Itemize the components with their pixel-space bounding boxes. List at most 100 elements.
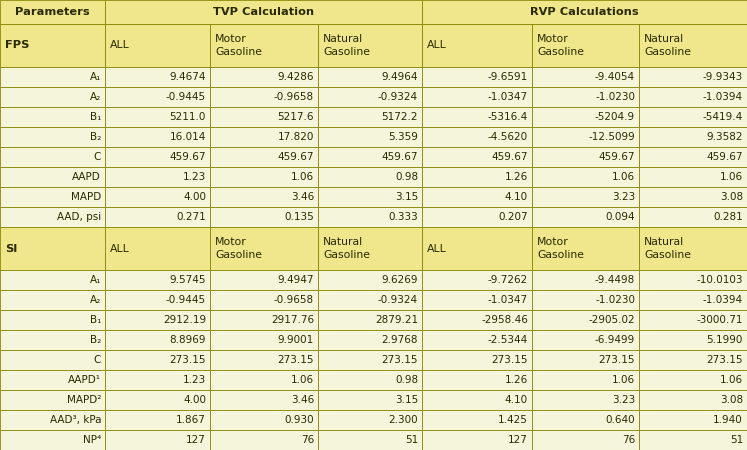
Text: FPS: FPS (5, 40, 29, 50)
Text: Natural
Gasoline: Natural Gasoline (644, 237, 691, 260)
Text: 2912.19: 2912.19 (163, 315, 206, 325)
Bar (532, 207, 639, 227)
Bar (318, 290, 422, 310)
Text: -2905.02: -2905.02 (589, 315, 635, 325)
Bar (318, 147, 422, 167)
Bar (0, 350, 105, 370)
Bar (0, 147, 105, 167)
Bar (639, 24, 747, 67)
Text: -9.4498: -9.4498 (595, 275, 635, 285)
Text: NP⁴: NP⁴ (83, 435, 101, 445)
Text: 5217.6: 5217.6 (277, 112, 314, 122)
Bar (422, 107, 532, 127)
Text: 3.46: 3.46 (291, 395, 314, 405)
Text: 3.23: 3.23 (612, 395, 635, 405)
Text: 5211.0: 5211.0 (170, 112, 206, 122)
Text: A₁: A₁ (90, 72, 101, 82)
Text: A₂: A₂ (90, 92, 101, 102)
Bar (0, 430, 105, 450)
Bar (532, 330, 639, 350)
Bar (105, 24, 210, 67)
Bar (318, 187, 422, 207)
Text: B₁: B₁ (90, 315, 101, 325)
Text: 16.014: 16.014 (170, 132, 206, 142)
Text: 0.281: 0.281 (713, 212, 743, 222)
Bar (532, 370, 639, 390)
Text: 127: 127 (508, 435, 528, 445)
Text: C: C (93, 152, 101, 162)
Text: 1.26: 1.26 (505, 172, 528, 182)
Bar (532, 87, 639, 107)
Bar (210, 187, 318, 207)
Text: 273.15: 273.15 (382, 355, 418, 365)
Bar (318, 24, 422, 67)
Bar (422, 227, 532, 270)
Text: -3000.71: -3000.71 (696, 315, 743, 325)
Text: -9.9343: -9.9343 (703, 72, 743, 82)
Bar (422, 350, 532, 370)
Bar (105, 67, 210, 87)
Bar (532, 410, 639, 430)
Bar (422, 207, 532, 227)
Bar (639, 330, 747, 350)
Bar (639, 87, 747, 107)
Bar (318, 390, 422, 410)
Bar (210, 350, 318, 370)
Text: 0.930: 0.930 (285, 415, 314, 425)
Text: -1.0394: -1.0394 (703, 295, 743, 305)
Text: -0.9324: -0.9324 (378, 92, 418, 102)
Text: 3.23: 3.23 (612, 192, 635, 202)
Bar (639, 290, 747, 310)
Bar (0, 67, 105, 87)
Bar (105, 350, 210, 370)
Bar (210, 167, 318, 187)
Text: 0.98: 0.98 (395, 172, 418, 182)
Text: -1.0347: -1.0347 (488, 92, 528, 102)
Bar (318, 67, 422, 87)
Text: 0.207: 0.207 (498, 212, 528, 222)
Bar (532, 147, 639, 167)
Bar (532, 350, 639, 370)
Text: 1.23: 1.23 (183, 375, 206, 385)
Bar (105, 430, 210, 450)
Text: 9.6269: 9.6269 (382, 275, 418, 285)
Text: 51: 51 (730, 435, 743, 445)
Bar (0, 0, 105, 24)
Bar (210, 330, 318, 350)
Text: -6.9499: -6.9499 (595, 335, 635, 345)
Bar (105, 107, 210, 127)
Bar (532, 167, 639, 187)
Bar (0, 127, 105, 147)
Bar (422, 87, 532, 107)
Text: Motor
Gasoline: Motor Gasoline (215, 237, 262, 260)
Text: C: C (93, 355, 101, 365)
Bar (210, 390, 318, 410)
Bar (105, 390, 210, 410)
Bar (422, 370, 532, 390)
Text: 51: 51 (405, 435, 418, 445)
Text: Natural
Gasoline: Natural Gasoline (323, 34, 370, 57)
Text: 3.08: 3.08 (720, 192, 743, 202)
Bar (0, 290, 105, 310)
Text: 9.4286: 9.4286 (277, 72, 314, 82)
Bar (639, 227, 747, 270)
Bar (210, 410, 318, 430)
Bar (0, 270, 105, 290)
Bar (105, 0, 422, 24)
Bar (0, 370, 105, 390)
Text: TVP Calculation: TVP Calculation (213, 7, 314, 17)
Bar (422, 290, 532, 310)
Bar (532, 227, 639, 270)
Bar (639, 187, 747, 207)
Bar (105, 87, 210, 107)
Text: RVP Calculations: RVP Calculations (530, 7, 639, 17)
Text: -9.6591: -9.6591 (488, 72, 528, 82)
Bar (318, 127, 422, 147)
Text: -0.9445: -0.9445 (166, 295, 206, 305)
Bar (318, 87, 422, 107)
Text: -0.9324: -0.9324 (378, 295, 418, 305)
Text: ALL: ALL (427, 40, 447, 50)
Text: 0.98: 0.98 (395, 375, 418, 385)
Text: 4.10: 4.10 (505, 192, 528, 202)
Bar (0, 87, 105, 107)
